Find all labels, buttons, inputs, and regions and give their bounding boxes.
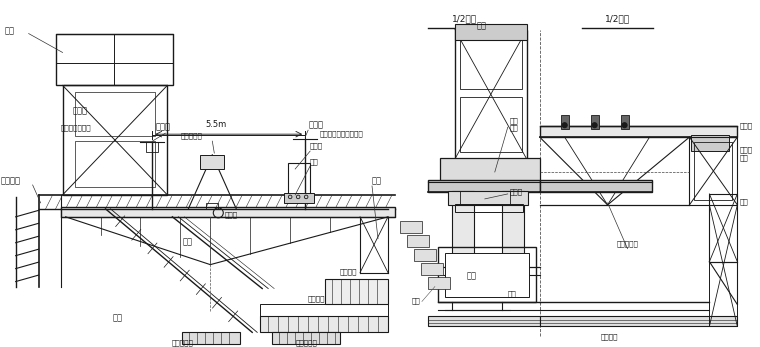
Bar: [445, 253, 529, 296]
Text: 底模: 底模: [508, 290, 517, 296]
Bar: [540, 180, 651, 192]
Bar: [284, 193, 314, 203]
Bar: [288, 163, 310, 195]
Text: 前长架: 前长架: [739, 122, 752, 129]
Bar: [428, 277, 450, 289]
Bar: [455, 29, 527, 159]
Bar: [74, 92, 155, 136]
Bar: [455, 24, 527, 40]
Bar: [414, 249, 436, 261]
Text: 前短架: 前短架: [310, 143, 323, 149]
Text: 内模: 内模: [467, 272, 477, 281]
Bar: [452, 191, 473, 266]
Bar: [147, 142, 158, 152]
Text: 后支承横架: 后支承横架: [172, 340, 193, 346]
Text: 压重: 压重: [477, 22, 487, 31]
Bar: [621, 115, 629, 129]
Text: 底模平台: 底模平台: [308, 296, 325, 303]
Bar: [55, 34, 173, 85]
Bar: [591, 115, 599, 129]
Bar: [692, 135, 730, 151]
Text: 侧模: 侧模: [182, 238, 192, 247]
Bar: [428, 316, 540, 327]
Text: 后轮架: 后轮架: [510, 188, 523, 195]
Bar: [502, 191, 524, 266]
Bar: [709, 205, 737, 327]
Bar: [206, 203, 218, 209]
Circle shape: [622, 123, 627, 128]
Text: 前吊杆: 前吊杆: [308, 120, 323, 129]
Bar: [689, 137, 737, 205]
Text: 锚固结构: 锚固结构: [1, 176, 21, 185]
Text: 压重: 压重: [5, 27, 14, 35]
Text: 锚固
结构: 锚固 结构: [510, 117, 518, 131]
Text: 张拉平台: 张拉平台: [340, 268, 357, 274]
Text: 前短架
垫座: 前短架 垫座: [739, 147, 752, 161]
Bar: [260, 304, 388, 316]
Text: 1/2前视: 1/2前视: [605, 15, 630, 24]
Circle shape: [592, 123, 597, 128]
Text: 5.5m: 5.5m: [206, 120, 227, 129]
Bar: [455, 204, 523, 212]
Text: 1/2后视: 1/2后视: [452, 15, 477, 24]
Bar: [61, 207, 395, 217]
Circle shape: [562, 123, 567, 128]
Bar: [448, 191, 527, 205]
Text: 斜梯: 斜梯: [112, 313, 122, 322]
Bar: [540, 126, 737, 137]
Bar: [74, 141, 155, 187]
Bar: [201, 155, 224, 169]
Text: 后长架: 后长架: [72, 106, 87, 115]
Text: 侧模: 侧模: [739, 198, 748, 205]
Bar: [421, 263, 443, 274]
Bar: [438, 247, 536, 303]
Bar: [440, 158, 540, 182]
Bar: [272, 332, 340, 344]
Text: 斜梯: 斜梯: [412, 298, 421, 304]
Bar: [540, 316, 737, 327]
Bar: [460, 37, 522, 89]
Bar: [182, 332, 240, 344]
Bar: [325, 279, 388, 304]
Bar: [695, 142, 733, 200]
Bar: [400, 221, 422, 233]
Bar: [260, 316, 388, 332]
Text: 悬吊侧模架: 悬吊侧模架: [180, 133, 202, 139]
Text: 吊架及横联: 吊架及横联: [616, 240, 638, 247]
Bar: [428, 180, 540, 192]
Bar: [407, 235, 429, 247]
Text: 前长架（附脚手平台）: 前长架（附脚手平台）: [320, 130, 364, 137]
Text: 后吊杆: 后吊杆: [155, 122, 170, 131]
Bar: [62, 85, 167, 195]
Text: 底模平台: 底模平台: [601, 334, 619, 340]
Bar: [561, 115, 568, 129]
Text: 前支承横架: 前支承横架: [295, 340, 317, 346]
Bar: [460, 97, 522, 152]
Bar: [709, 194, 737, 262]
Text: 吊架: 吊架: [372, 176, 382, 185]
Text: （附脚手平台）: （附脚手平台）: [61, 125, 91, 131]
Text: 垫座: 垫座: [310, 159, 319, 165]
Text: 走行轮: 走行轮: [224, 211, 237, 218]
